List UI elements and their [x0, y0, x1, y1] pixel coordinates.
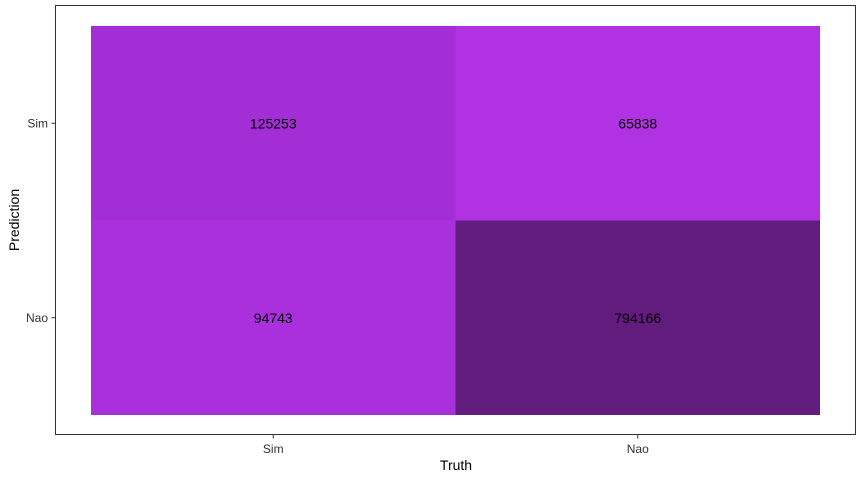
heatmap-cells [91, 26, 820, 415]
x-axis-ticks: Sim Nao [263, 434, 649, 456]
y-axis-title: Prediction [6, 189, 22, 251]
x-axis-title: Truth [440, 457, 472, 473]
x-tick-label-nao: Nao [627, 442, 649, 456]
y-axis-ticks: Sim Nao [26, 116, 56, 325]
heatmap-cell-truth-nao-pred-sim [455, 26, 820, 221]
cell-value-truth-sim-pred-sim: 125253 [250, 115, 297, 131]
heatmap-cell-truth-sim-pred-sim [91, 26, 456, 221]
y-tick-label-sim: Sim [27, 116, 48, 130]
heatmap-cell-truth-nao-pred-nao [455, 220, 820, 415]
cell-value-labels: 125253 65838 94743 794166 [250, 115, 661, 326]
cell-value-truth-nao-pred-nao: 794166 [614, 310, 661, 326]
cell-value-truth-nao-pred-sim: 65838 [618, 115, 657, 131]
y-tick-label-nao: Nao [26, 311, 48, 325]
x-tick-label-sim: Sim [263, 442, 284, 456]
heatmap-cell-truth-sim-pred-nao [91, 220, 456, 415]
cell-value-truth-sim-pred-nao: 94743 [254, 310, 293, 326]
